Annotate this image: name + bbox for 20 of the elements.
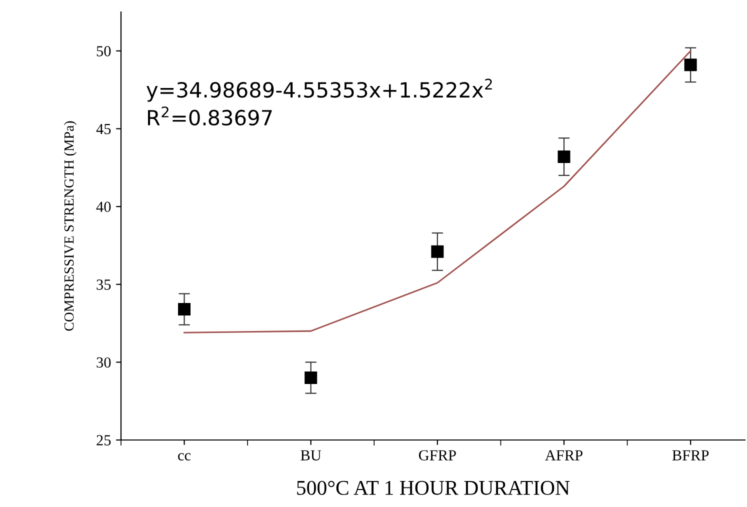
point <box>178 303 191 316</box>
point <box>304 371 318 384</box>
x-tick-label: AFRP <box>545 450 582 460</box>
point <box>558 150 570 163</box>
y-tick-label: 30 <box>96 357 111 368</box>
annotation: R$^{2}$=0.83697 <box>148 106 272 126</box>
annotation: y=34.98689-4.55353x+1.5222x$^{2}$ <box>146 78 492 102</box>
point <box>431 245 444 258</box>
x-tick-label: cc <box>178 453 191 460</box>
y-tick-label: 45 <box>96 124 111 134</box>
point <box>684 58 697 72</box>
y-tick-label: 35 <box>96 280 111 290</box>
x-tick-label: GFRP <box>418 450 456 460</box>
x-tick-label: BU <box>300 450 322 460</box>
x-tick-label: BFRP <box>672 450 709 460</box>
y-axis-title: COMPRESSIVE STRENGTH (MPa) <box>64 121 77 331</box>
x-axis-title: 500°C AT 1 HOUR DURATION <box>297 480 570 495</box>
y-tick-label: 50 <box>96 46 111 56</box>
y-tick-label: 25 <box>96 435 111 446</box>
y-tick-label: 40 <box>96 202 111 212</box>
